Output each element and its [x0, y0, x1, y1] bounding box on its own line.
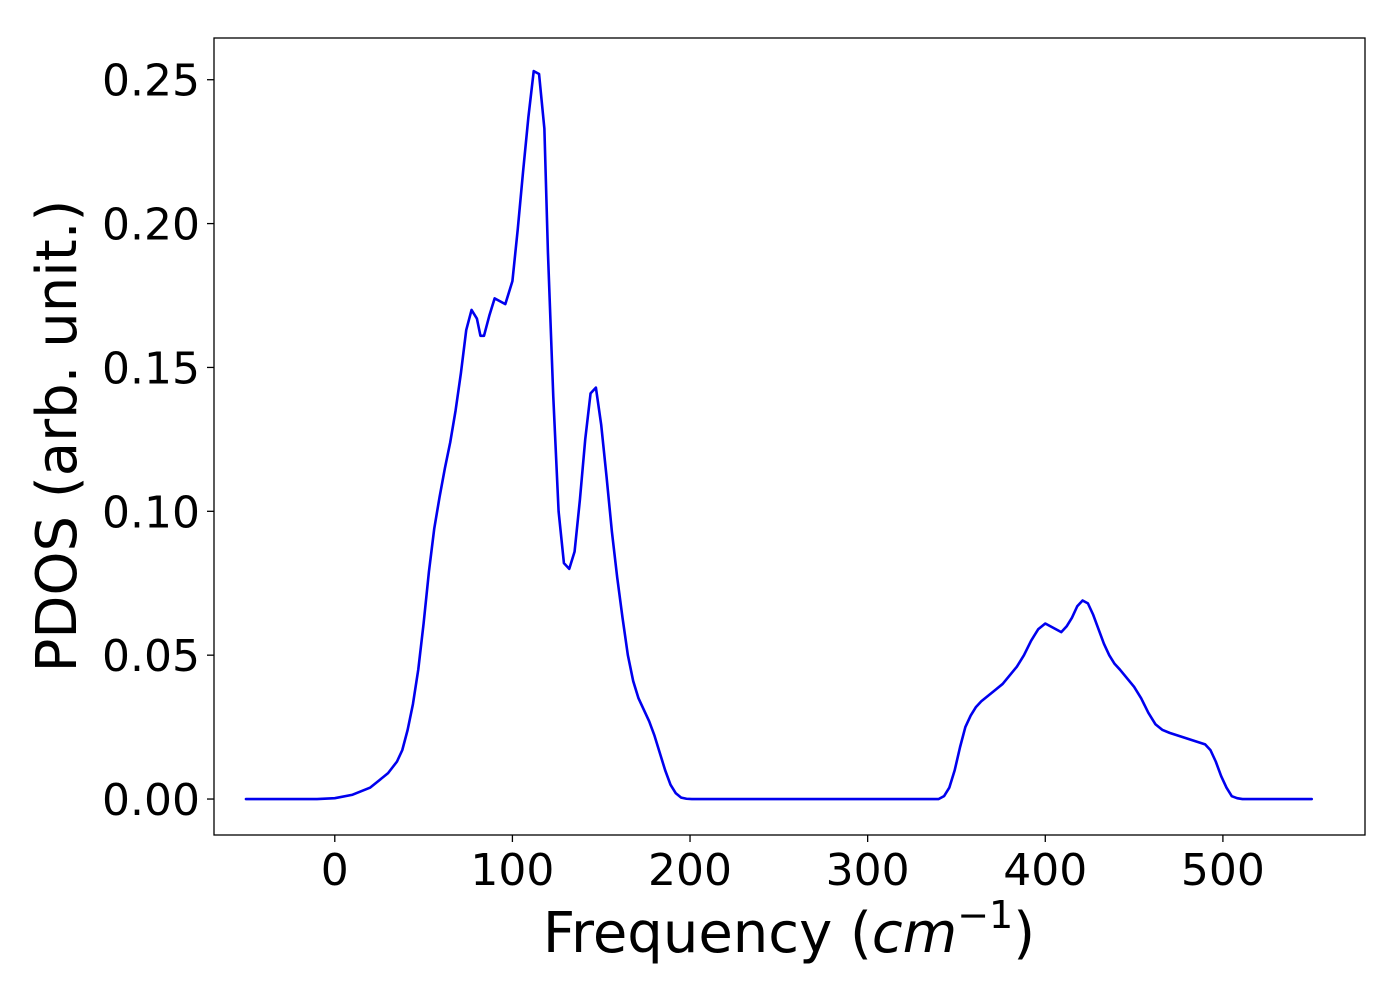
x-axis-ticks: 0 100 200 300 400 500 — [321, 835, 1265, 896]
plot-area — [213, 37, 1366, 836]
x-tick-label: 0 — [321, 845, 349, 896]
x-axis-title-superscript: −1 — [957, 893, 1013, 937]
x-tick-label: 400 — [1003, 845, 1087, 896]
x-axis-title-suffix: ) — [1013, 901, 1035, 966]
y-tick-label: 0.10 — [102, 487, 200, 538]
y-tick-label: 0.15 — [102, 343, 200, 394]
y-tick-label: 0.20 — [102, 200, 200, 251]
x-tick-label: 300 — [826, 845, 910, 896]
x-axis-title-prefix: Frequency ( — [543, 901, 872, 966]
x-axis-title: Frequency (cm−1) — [543, 893, 1035, 966]
x-tick-label: 100 — [470, 845, 554, 896]
x-axis-title-math: cm — [872, 901, 957, 966]
y-axis-title: PDOS (arb. unit.) — [25, 200, 90, 673]
plot-background — [214, 38, 1365, 835]
x-tick-label: 500 — [1181, 845, 1265, 896]
plot-frame — [213, 37, 1366, 836]
y-axis-ticks: 0.00 0.05 0.10 0.15 0.20 0.25 — [102, 56, 214, 826]
y-tick-label: 0.00 — [102, 775, 200, 826]
y-tick-label: 0.05 — [102, 631, 200, 682]
x-tick-label: 200 — [648, 845, 732, 896]
pdos-series-line — [244, 69, 1314, 801]
y-tick-label: 0.25 — [102, 56, 200, 107]
